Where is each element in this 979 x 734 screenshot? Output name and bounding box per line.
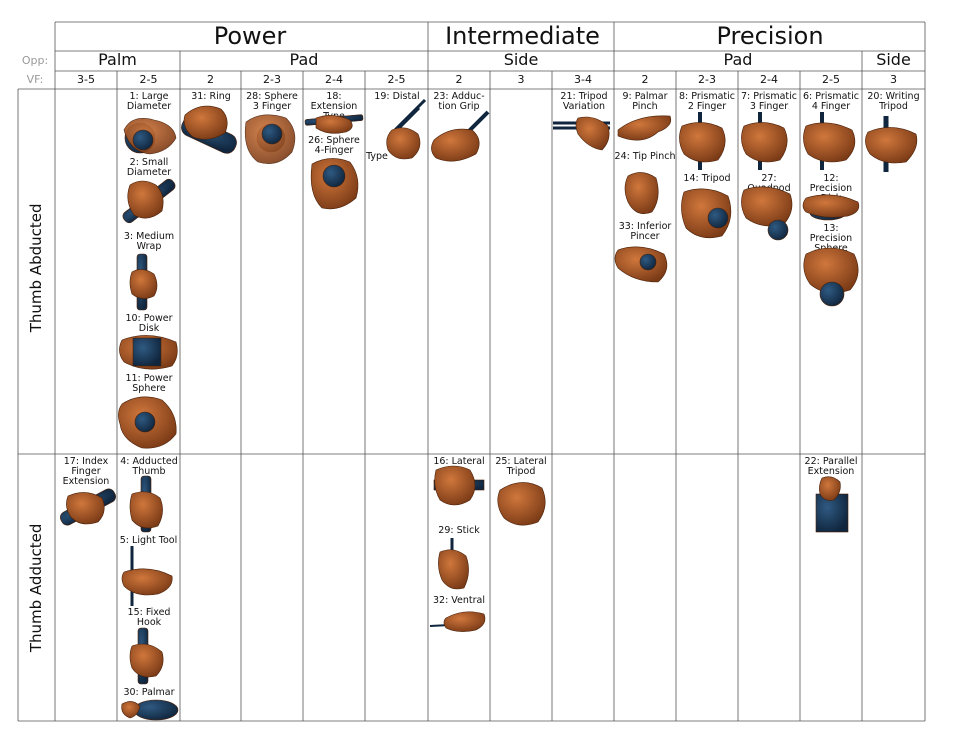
vf-value: 2-5 [139,73,158,86]
grasp-label: 23: Adduc- tion Grip [433,91,485,112]
grasp-label: 14: Tripod [683,173,731,184]
hand-stick [438,538,469,590]
hand-precision-disk [802,194,860,221]
grasp-label: 20: Writing Tripod [867,91,920,112]
hand-quadpod [741,186,793,241]
grasp-label: 19: Distal [374,91,420,102]
grasp-label: Type [366,151,388,162]
hand-tripod [681,188,732,239]
hand-extension-type [304,114,364,134]
grasp-label: 24: Tip Pinch [614,151,676,162]
hand-medium-wrap [129,253,158,311]
hand-ventral [429,611,486,632]
grasp-label: 26: Sphere 4-Finger [308,135,360,156]
hand-power-disk [119,335,178,370]
vf-value: 2-5 [822,73,840,86]
category-power: Power [213,22,287,50]
hand-parallel-extension [815,476,849,533]
grasp-label: 22: Parallel Extension [804,456,858,477]
grasp-label: 1: Large Diameter [126,91,172,112]
hand-lateral [433,465,485,506]
opp-pad-precision: Pad [723,50,753,69]
grasp-label: 29: Stick [438,525,480,536]
opp-row-label: Opp: [21,54,49,67]
grasp-label: 10: Power Disk [125,313,173,334]
grasp-label: 8: Prismatic 2 Finger [679,91,735,112]
vf-row-label: VF: [26,73,44,86]
hand-tip-pinch [624,172,659,214]
opp-palm: Palm [98,50,137,69]
category-precision: Precision [716,22,824,50]
grasp-label: 15: Fixed Hook [127,607,171,628]
hand-sphere-3-finger [244,114,296,164]
grasp-label: 5: Light Tool [119,535,178,546]
opp-pad-power: Pad [289,50,319,69]
vf-value: 3-5 [77,73,95,86]
hand-small-diameter [122,178,176,224]
grasp-label: 21: Tripod Variation [560,91,608,112]
grasp-label: 30: Palmar [123,687,175,698]
vf-value: 2 [455,73,463,86]
vf-value: 2-3 [698,73,716,86]
vf-value: 3-4 [574,73,592,86]
grasp-label: 9: Palmar Pinch [622,91,668,112]
hand-fixed-hook [129,627,164,685]
grasp-label: 11: Power Sphere [125,373,173,394]
hand-light-tool [121,546,173,606]
hand-index-finger-extension [60,488,116,526]
vf-value: 2-3 [263,73,281,86]
grasp-label: 16: Lateral [433,456,485,467]
hand-adduction-grip [431,110,490,162]
grasp-label: 32: Ventral [432,595,486,606]
hand-palmar-pinch [617,115,672,141]
hand-sphere-4-finger [310,158,359,210]
hand-prismatic-4-finger [803,112,856,170]
hand-writing-tripod [865,116,918,172]
opp-side-precision: Side [876,50,911,69]
hand-distal [386,98,427,160]
hand-tripod-variation [553,116,610,151]
hand-power-sphere [118,396,177,449]
hand-precision-sphere [803,247,859,307]
opp-side-intermediate: Side [503,50,539,69]
hand-inferior-pincer [614,246,668,283]
grasp-label: 4: Adducted Thumb [120,456,178,477]
hand-adducted-thumb [129,475,163,533]
vf-value: 2 [641,73,649,86]
hand-ring [181,105,237,154]
vf-value: 3 [890,73,897,86]
grasp-label: 7: Prismatic 3 Finger [741,91,797,112]
vf-value: 3 [517,73,525,86]
grasp-label: 2: Small Diameter [126,157,172,178]
vf-value: 2 [207,73,214,86]
vf-value: 2-5 [387,73,406,86]
hand-prismatic-3-finger [741,112,788,170]
hand-palmar [121,699,179,721]
vf-value: 2-4 [325,73,343,86]
category-intermediate: Intermediate [445,22,600,50]
grasp-label: 25: Lateral Tripod [495,456,547,477]
hand-large-diameter [123,118,177,155]
grasp-label: 28: Sphere 3 Finger [246,91,298,112]
grasp-label: 6: Prismatic 4 Finger [803,91,859,112]
hand-prismatic-2-finger [679,112,726,170]
grasp-label: 31: Ring [191,91,231,102]
hand-lateral-tripod [497,482,546,526]
grasp-label: 17: Index Finger Extension [62,456,110,487]
vf-value: 2-4 [760,73,778,86]
grasp-label: 33: Inferior Pincer [618,221,672,242]
grasp-label: 3: Medium Wrap [123,231,175,252]
